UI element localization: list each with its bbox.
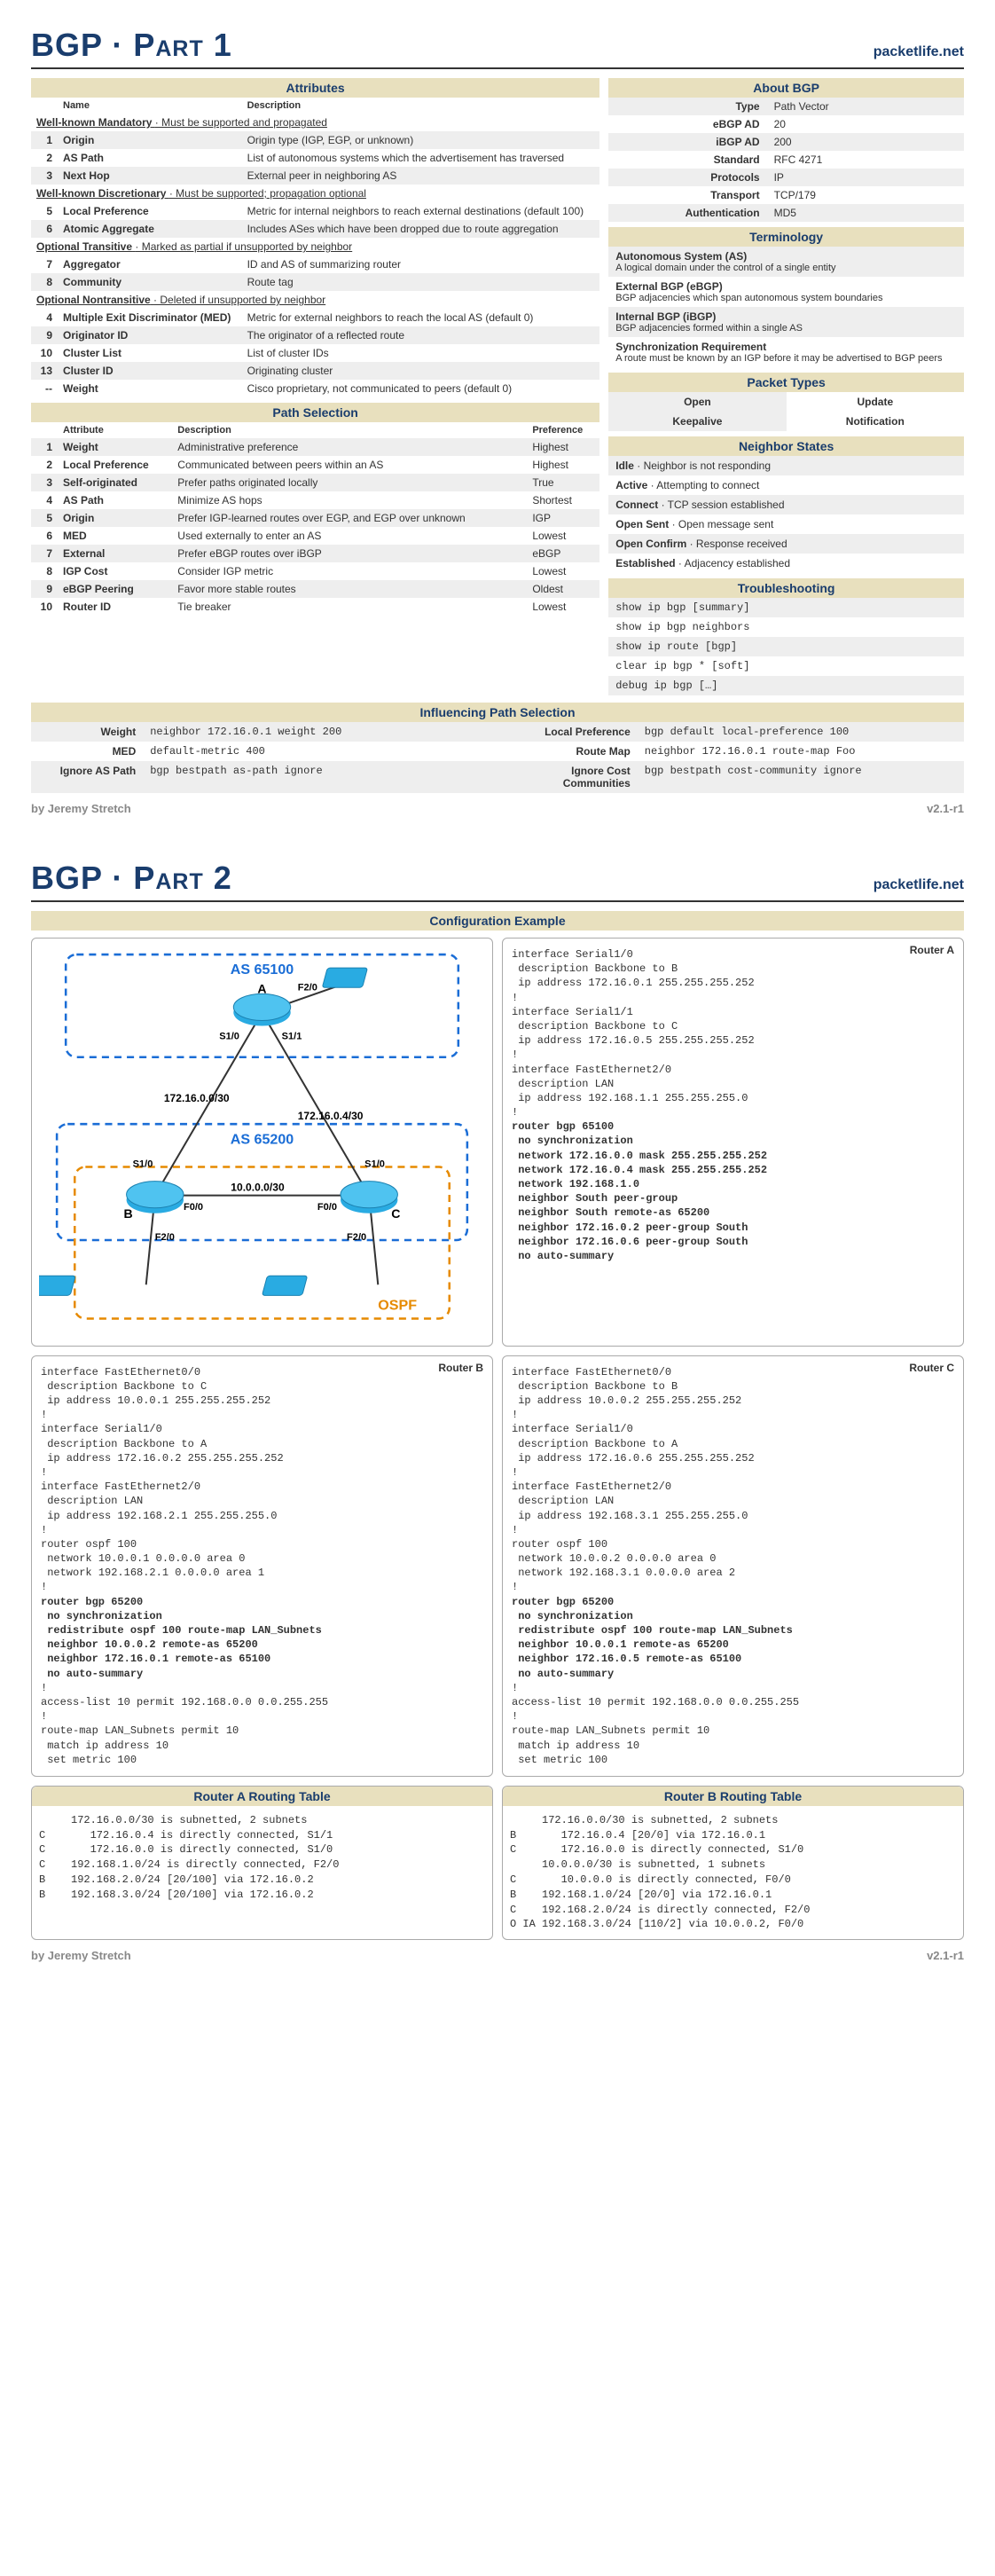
rtable-title: Router A Routing Table <box>32 1787 492 1806</box>
terminology-title: Terminology <box>608 227 964 247</box>
site-name: packetlife.net <box>874 877 964 893</box>
svg-text:F0/0: F0/0 <box>184 1202 203 1213</box>
svg-text:S1/1: S1/1 <box>282 1032 302 1042</box>
svg-text:S1/0: S1/0 <box>133 1158 153 1169</box>
page-header: BGP · Part 1 packetlife.net <box>31 27 964 69</box>
site-name: packetlife.net <box>874 44 964 60</box>
rtable-title: Router B Routing Table <box>503 1787 963 1806</box>
attributes-title: Attributes <box>31 78 599 98</box>
path-selection-table: AttributeDescriptionPreference 1WeightAd… <box>31 422 599 616</box>
svg-text:AS 65100: AS 65100 <box>231 962 294 978</box>
page-header: BGP · Part 2 packetlife.net <box>31 860 964 902</box>
path-selection-title: Path Selection <box>31 403 599 422</box>
config-text: interface FastEthernet0/0 description Ba… <box>512 1365 954 1767</box>
svg-text:10.0.0.0/30: 10.0.0.0/30 <box>231 1182 285 1194</box>
about-table: TypePath VectoreBGP AD20iBGP AD200Standa… <box>608 98 964 222</box>
terminology-list: Autonomous System (AS)A logical domain u… <box>608 247 964 367</box>
rtable-body: 172.16.0.0/30 is subnetted, 2 subnets C … <box>32 1806 492 1910</box>
svg-text:F2/0: F2/0 <box>298 982 317 993</box>
router-b-config: Router B interface FastEthernet0/0 descr… <box>31 1355 493 1777</box>
page-1: BGP · Part 1 packetlife.net Attributes N… <box>0 0 995 833</box>
neighbor-states-table: Idle · Neighbor is not respondingActive … <box>608 456 964 573</box>
router-label: Router C <box>909 1362 954 1374</box>
packet-types-grid: OpenUpdateKeepaliveNotification <box>608 392 964 431</box>
attributes-table: NameDescription Well-known Mandatory · M… <box>31 98 599 397</box>
page-footer: by Jeremy Stretch v2.1-r1 <box>31 802 964 815</box>
footer-version: v2.1-r1 <box>927 802 964 815</box>
svg-text:C: C <box>391 1206 400 1221</box>
page-title: BGP · Part 2 <box>31 860 232 897</box>
rtable-body: 172.16.0.0/30 is subnetted, 2 subnets B … <box>503 1806 963 1939</box>
svg-text:F2/0: F2/0 <box>347 1232 366 1243</box>
svg-text:AS 65200: AS 65200 <box>231 1131 294 1147</box>
footer-version: v2.1-r1 <box>927 1949 964 1962</box>
router-b-routing-table: Router B Routing Table 172.16.0.0/30 is … <box>502 1786 964 1940</box>
router-c-config: Router C interface FastEthernet0/0 descr… <box>502 1355 964 1777</box>
svg-text:F0/0: F0/0 <box>317 1202 337 1213</box>
network-diagram: AS 65100 AS 65200 OSPF 172.16.0.0/30 172… <box>31 938 493 1347</box>
svg-text:OSPF: OSPF <box>378 1297 417 1313</box>
footer-author: by Jeremy Stretch <box>31 1949 131 1962</box>
config-example-title: Configuration Example <box>31 911 964 931</box>
router-label: Router A <box>910 944 954 956</box>
page-title: BGP · Part 1 <box>31 27 232 64</box>
footer-author: by Jeremy Stretch <box>31 802 131 815</box>
router-a-config: Router A interface Serial1/0 description… <box>502 938 964 1347</box>
router-label: Router B <box>438 1362 483 1374</box>
svg-text:S1/0: S1/0 <box>364 1158 385 1169</box>
page-2: BGP · Part 2 packetlife.net Configuratio… <box>0 833 995 1980</box>
influencing-table: Weightneighbor 172.16.0.1 weight 200Loca… <box>31 722 964 793</box>
config-text: interface FastEthernet0/0 description Ba… <box>41 1365 483 1767</box>
about-title: About BGP <box>608 78 964 98</box>
router-a-routing-table: Router A Routing Table 172.16.0.0/30 is … <box>31 1786 493 1940</box>
svg-text:F2/0: F2/0 <box>155 1232 175 1243</box>
influencing-title: Influencing Path Selection <box>31 703 964 722</box>
svg-text:A: A <box>257 981 266 995</box>
svg-text:172.16.0.0/30: 172.16.0.0/30 <box>164 1092 230 1104</box>
page-footer: by Jeremy Stretch v2.1-r1 <box>31 1949 964 1962</box>
neighbor-states-title: Neighbor States <box>608 436 964 456</box>
troubleshooting-title: Troubleshooting <box>608 578 964 598</box>
config-text: interface Serial1/0 description Backbone… <box>512 947 954 1263</box>
svg-text:172.16.0.4/30: 172.16.0.4/30 <box>298 1110 364 1122</box>
svg-text:B: B <box>124 1206 133 1221</box>
packet-types-title: Packet Types <box>608 373 964 392</box>
troubleshooting-table: show ip bgp [summary]show ip bgp neighbo… <box>608 598 964 695</box>
svg-text:S1/0: S1/0 <box>219 1032 239 1042</box>
